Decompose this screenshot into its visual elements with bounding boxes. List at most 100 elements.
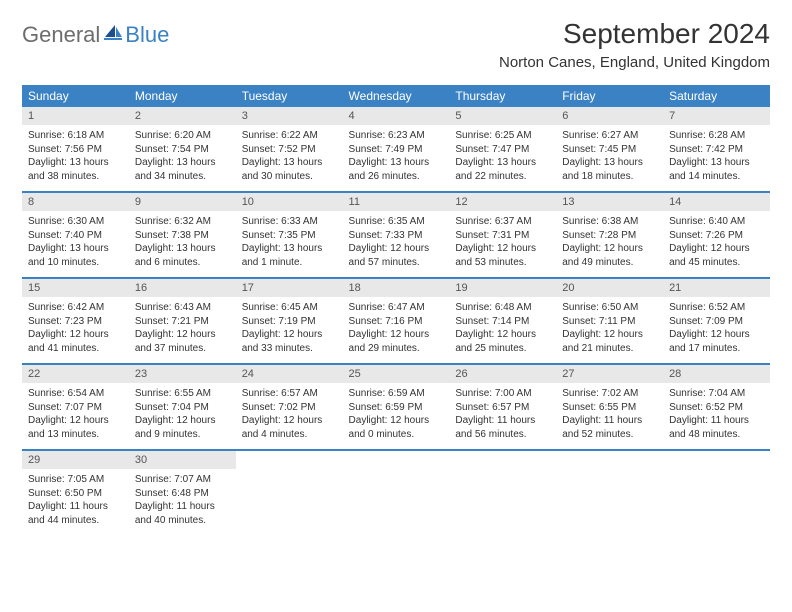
sunset-text: Sunset: 7:26 PM xyxy=(669,229,764,243)
day-cell: 13Sunrise: 6:38 AMSunset: 7:28 PMDayligh… xyxy=(556,192,663,278)
sunrise-text: Sunrise: 6:38 AM xyxy=(562,215,657,229)
day-cell: 20Sunrise: 6:50 AMSunset: 7:11 PMDayligh… xyxy=(556,278,663,364)
day-body: Sunrise: 6:59 AMSunset: 6:59 PMDaylight:… xyxy=(343,383,450,449)
day-cell: 22Sunrise: 6:54 AMSunset: 7:07 PMDayligh… xyxy=(22,364,129,450)
sunset-text: Sunset: 7:38 PM xyxy=(135,229,230,243)
col-thursday: Thursday xyxy=(449,85,556,107)
daylight-text: Daylight: 11 hours and 48 minutes. xyxy=(669,414,764,441)
day-number: 8 xyxy=(22,193,129,211)
sunset-text: Sunset: 7:04 PM xyxy=(135,401,230,415)
day-body: Sunrise: 6:23 AMSunset: 7:49 PMDaylight:… xyxy=(343,125,450,191)
sunrise-text: Sunrise: 6:35 AM xyxy=(349,215,444,229)
day-number: 20 xyxy=(556,279,663,297)
sunrise-text: Sunrise: 6:20 AM xyxy=(135,129,230,143)
day-body: Sunrise: 6:28 AMSunset: 7:42 PMDaylight:… xyxy=(663,125,770,191)
daylight-text: Daylight: 12 hours and 45 minutes. xyxy=(669,242,764,269)
day-cell: 27Sunrise: 7:02 AMSunset: 6:55 PMDayligh… xyxy=(556,364,663,450)
day-cell: 24Sunrise: 6:57 AMSunset: 7:02 PMDayligh… xyxy=(236,364,343,450)
day-cell: 2Sunrise: 6:20 AMSunset: 7:54 PMDaylight… xyxy=(129,107,236,192)
daylight-text: Daylight: 13 hours and 10 minutes. xyxy=(28,242,123,269)
sunrise-text: Sunrise: 6:54 AM xyxy=(28,387,123,401)
sunrise-text: Sunrise: 6:42 AM xyxy=(28,301,123,315)
day-cell: 21Sunrise: 6:52 AMSunset: 7:09 PMDayligh… xyxy=(663,278,770,364)
sunrise-text: Sunrise: 6:47 AM xyxy=(349,301,444,315)
day-cell xyxy=(556,450,663,535)
day-cell: 30Sunrise: 7:07 AMSunset: 6:48 PMDayligh… xyxy=(129,450,236,535)
day-cell: 28Sunrise: 7:04 AMSunset: 6:52 PMDayligh… xyxy=(663,364,770,450)
week-row: 15Sunrise: 6:42 AMSunset: 7:23 PMDayligh… xyxy=(22,278,770,364)
day-number: 27 xyxy=(556,365,663,383)
sunrise-text: Sunrise: 6:48 AM xyxy=(455,301,550,315)
day-cell: 17Sunrise: 6:45 AMSunset: 7:19 PMDayligh… xyxy=(236,278,343,364)
sunrise-text: Sunrise: 6:59 AM xyxy=(349,387,444,401)
sunrise-text: Sunrise: 6:45 AM xyxy=(242,301,337,315)
day-body: Sunrise: 6:47 AMSunset: 7:16 PMDaylight:… xyxy=(343,297,450,363)
day-body: Sunrise: 6:27 AMSunset: 7:45 PMDaylight:… xyxy=(556,125,663,191)
day-number: 18 xyxy=(343,279,450,297)
day-number: 5 xyxy=(449,107,556,125)
sunrise-text: Sunrise: 6:37 AM xyxy=(455,215,550,229)
location: Norton Canes, England, United Kingdom xyxy=(499,54,770,71)
sunrise-text: Sunrise: 6:55 AM xyxy=(135,387,230,401)
day-number: 19 xyxy=(449,279,556,297)
day-cell: 16Sunrise: 6:43 AMSunset: 7:21 PMDayligh… xyxy=(129,278,236,364)
day-cell: 25Sunrise: 6:59 AMSunset: 6:59 PMDayligh… xyxy=(343,364,450,450)
day-body: Sunrise: 6:32 AMSunset: 7:38 PMDaylight:… xyxy=(129,211,236,277)
day-number: 4 xyxy=(343,107,450,125)
sunset-text: Sunset: 6:59 PM xyxy=(349,401,444,415)
col-wednesday: Wednesday xyxy=(343,85,450,107)
sunrise-text: Sunrise: 6:27 AM xyxy=(562,129,657,143)
sunset-text: Sunset: 7:02 PM xyxy=(242,401,337,415)
day-number: 22 xyxy=(22,365,129,383)
daylight-text: Daylight: 12 hours and 57 minutes. xyxy=(349,242,444,269)
week-row: 22Sunrise: 6:54 AMSunset: 7:07 PMDayligh… xyxy=(22,364,770,450)
col-monday: Monday xyxy=(129,85,236,107)
daylight-text: Daylight: 11 hours and 40 minutes. xyxy=(135,500,230,527)
day-body: Sunrise: 7:02 AMSunset: 6:55 PMDaylight:… xyxy=(556,383,663,449)
day-cell: 10Sunrise: 6:33 AMSunset: 7:35 PMDayligh… xyxy=(236,192,343,278)
day-number: 17 xyxy=(236,279,343,297)
day-cell: 5Sunrise: 6:25 AMSunset: 7:47 PMDaylight… xyxy=(449,107,556,192)
day-number: 10 xyxy=(236,193,343,211)
day-body: Sunrise: 6:54 AMSunset: 7:07 PMDaylight:… xyxy=(22,383,129,449)
day-cell: 7Sunrise: 6:28 AMSunset: 7:42 PMDaylight… xyxy=(663,107,770,192)
daylight-text: Daylight: 12 hours and 9 minutes. xyxy=(135,414,230,441)
daylight-text: Daylight: 12 hours and 49 minutes. xyxy=(562,242,657,269)
day-body: Sunrise: 6:25 AMSunset: 7:47 PMDaylight:… xyxy=(449,125,556,191)
day-cell xyxy=(343,450,450,535)
day-number: 3 xyxy=(236,107,343,125)
sunrise-text: Sunrise: 6:43 AM xyxy=(135,301,230,315)
day-body: Sunrise: 6:45 AMSunset: 7:19 PMDaylight:… xyxy=(236,297,343,363)
sunset-text: Sunset: 7:56 PM xyxy=(28,143,123,157)
sunset-text: Sunset: 7:28 PM xyxy=(562,229,657,243)
day-number: 1 xyxy=(22,107,129,125)
day-body: Sunrise: 6:52 AMSunset: 7:09 PMDaylight:… xyxy=(663,297,770,363)
day-body: Sunrise: 7:00 AMSunset: 6:57 PMDaylight:… xyxy=(449,383,556,449)
sunset-text: Sunset: 6:52 PM xyxy=(669,401,764,415)
day-cell: 11Sunrise: 6:35 AMSunset: 7:33 PMDayligh… xyxy=(343,192,450,278)
sunrise-text: Sunrise: 6:22 AM xyxy=(242,129,337,143)
sunset-text: Sunset: 6:57 PM xyxy=(455,401,550,415)
day-cell: 12Sunrise: 6:37 AMSunset: 7:31 PMDayligh… xyxy=(449,192,556,278)
sunrise-text: Sunrise: 6:50 AM xyxy=(562,301,657,315)
day-number: 16 xyxy=(129,279,236,297)
sunset-text: Sunset: 7:09 PM xyxy=(669,315,764,329)
sunset-text: Sunset: 7:52 PM xyxy=(242,143,337,157)
day-number: 12 xyxy=(449,193,556,211)
day-cell: 19Sunrise: 6:48 AMSunset: 7:14 PMDayligh… xyxy=(449,278,556,364)
logo: General Blue xyxy=(22,22,169,48)
daylight-text: Daylight: 13 hours and 18 minutes. xyxy=(562,156,657,183)
day-cell: 18Sunrise: 6:47 AMSunset: 7:16 PMDayligh… xyxy=(343,278,450,364)
daylight-text: Daylight: 12 hours and 17 minutes. xyxy=(669,328,764,355)
header: General Blue September 2024 Norton Canes… xyxy=(22,18,770,71)
day-number: 9 xyxy=(129,193,236,211)
day-number: 21 xyxy=(663,279,770,297)
day-body: Sunrise: 6:50 AMSunset: 7:11 PMDaylight:… xyxy=(556,297,663,363)
day-cell: 26Sunrise: 7:00 AMSunset: 6:57 PMDayligh… xyxy=(449,364,556,450)
day-number: 30 xyxy=(129,451,236,469)
daylight-text: Daylight: 13 hours and 30 minutes. xyxy=(242,156,337,183)
sunrise-text: Sunrise: 6:32 AM xyxy=(135,215,230,229)
day-number: 28 xyxy=(663,365,770,383)
day-body: Sunrise: 6:20 AMSunset: 7:54 PMDaylight:… xyxy=(129,125,236,191)
sunrise-text: Sunrise: 6:57 AM xyxy=(242,387,337,401)
